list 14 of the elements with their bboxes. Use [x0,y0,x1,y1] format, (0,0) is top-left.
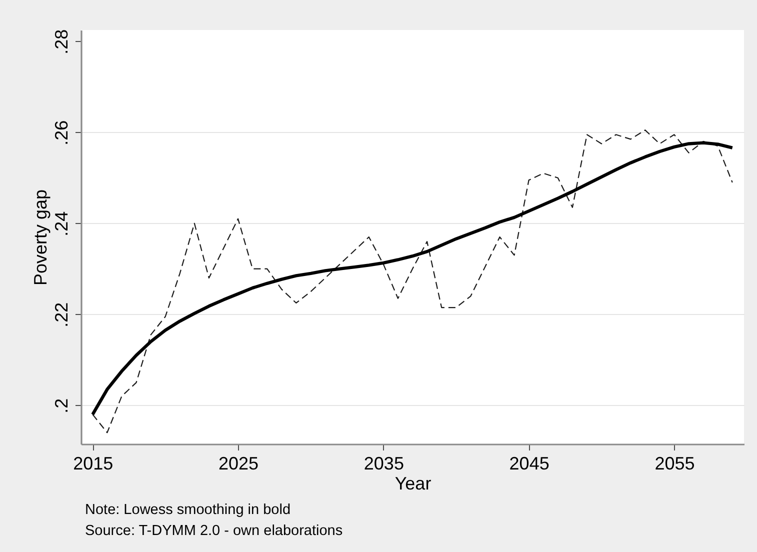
text: Note: Lowess smoothing in bold [85,502,291,518]
x-tick-label: 2025 [218,454,259,474]
x-tick-label: 2055 [654,454,695,474]
y-tick-label: .2 [52,398,72,414]
x-tick-label: 2015 [73,454,114,474]
y-axis-title: Poverty gap [30,189,50,286]
x-axis-title: Year [394,474,432,494]
x-tick-label: 2045 [509,454,550,474]
y-tick-label: .22 [52,302,72,328]
source-note: Source: T-DYMM 2.0 - own elaborations [85,523,343,539]
y-tick-label: .28 [52,29,72,54]
y-tick-label: .24 [52,211,72,236]
y-tick-label: .26 [52,120,72,146]
x-tick-label: 2035 [364,454,404,474]
